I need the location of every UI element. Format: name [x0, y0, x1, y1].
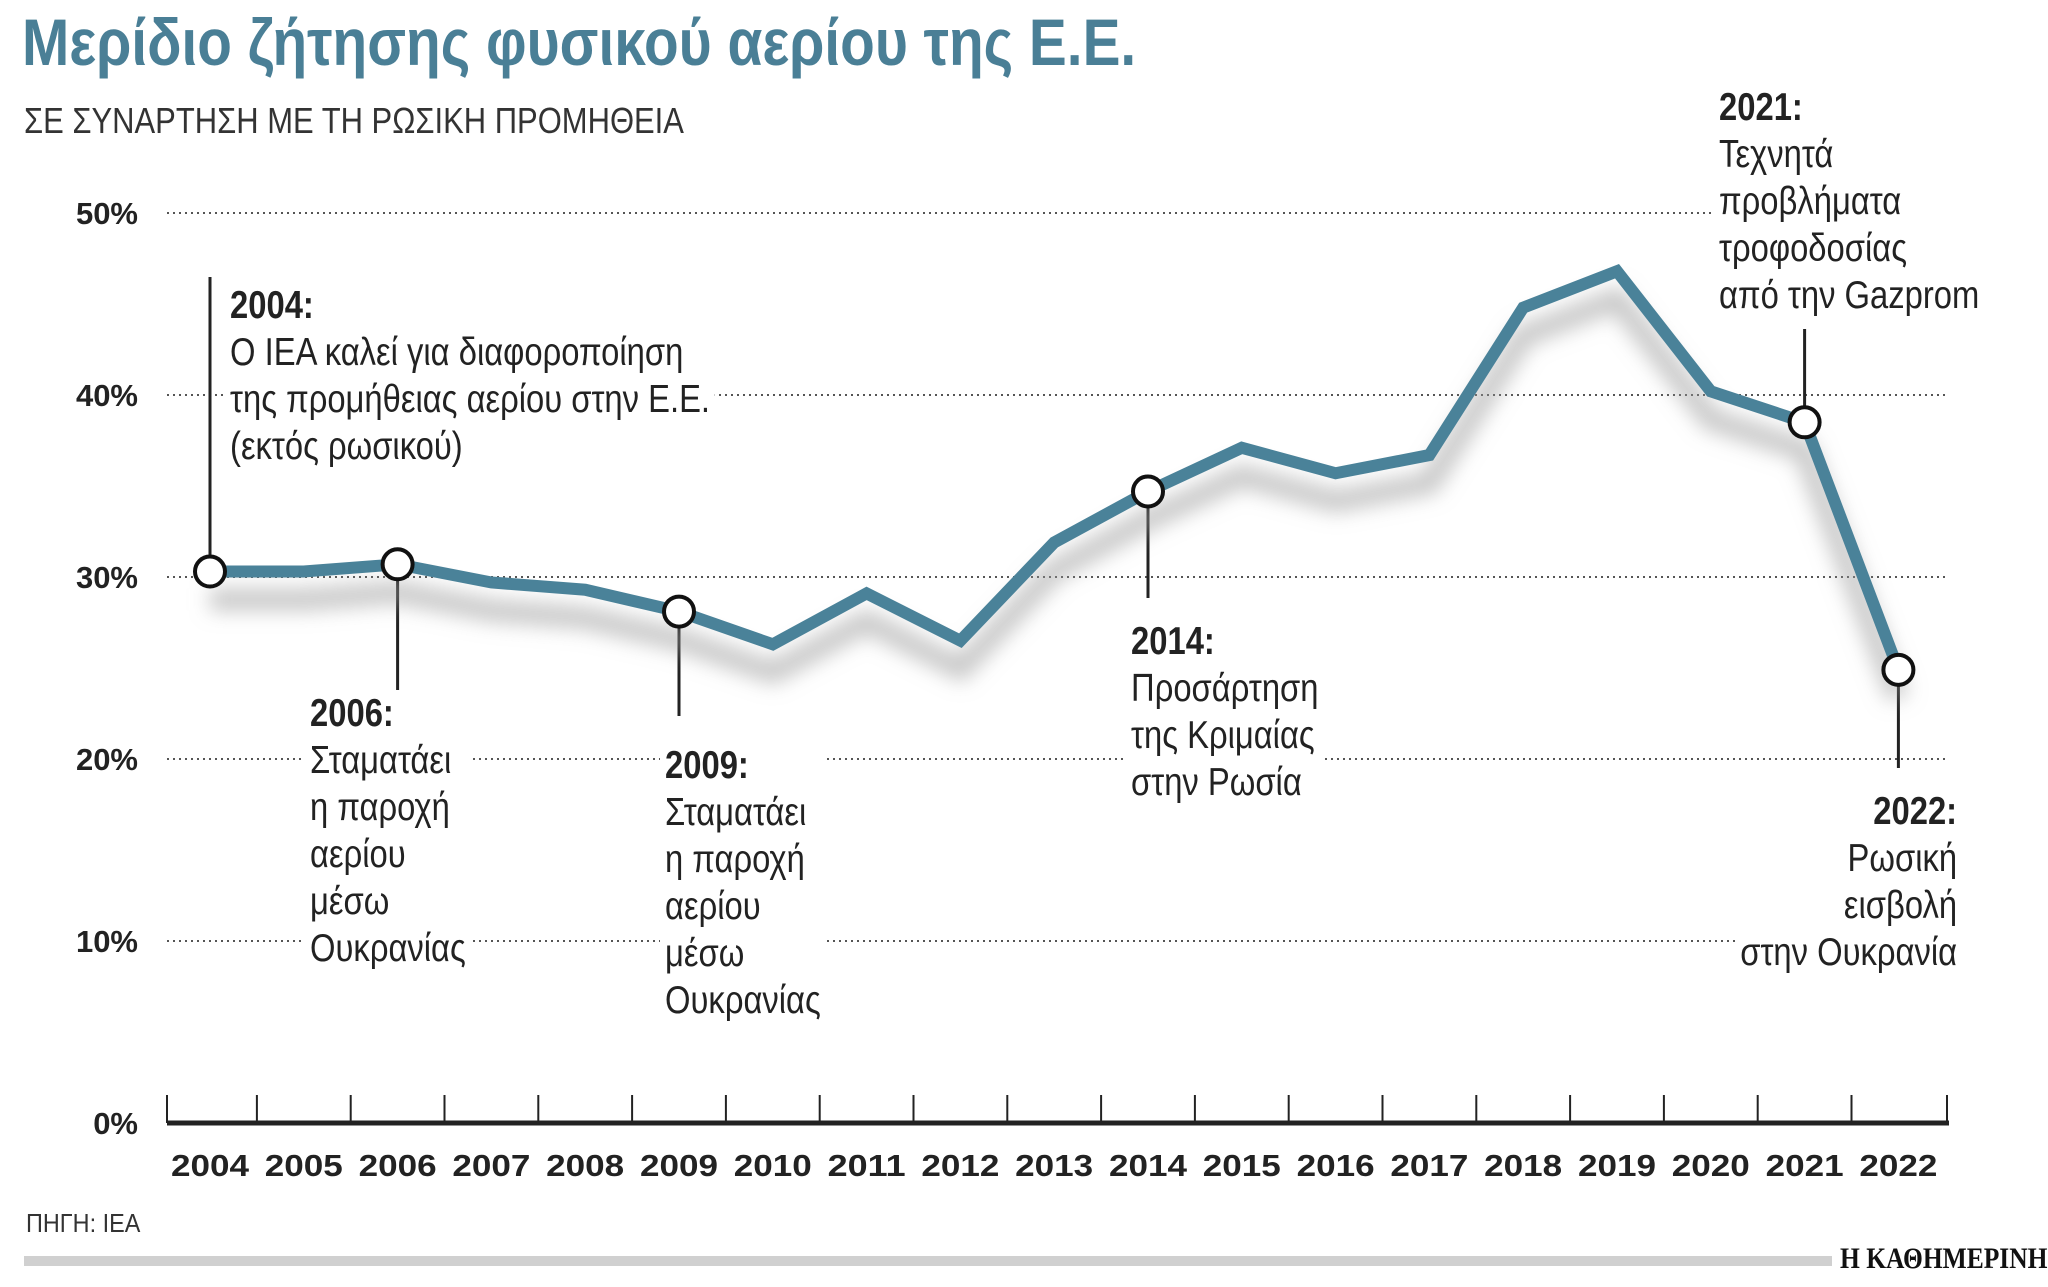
- x-tick-label: 2010: [734, 1148, 812, 1183]
- x-tick-label: 2016: [1297, 1148, 1375, 1183]
- annotation-year: 2022:: [1873, 790, 1957, 833]
- x-tick-label: 2009: [640, 1148, 718, 1183]
- annotation-line: (εκτός ρωσικού): [230, 425, 463, 468]
- x-tick-label: 2004: [171, 1148, 250, 1183]
- y-tick-label: 20%: [76, 742, 138, 777]
- data-point-marker: [1131, 474, 1165, 509]
- annotation-line: Τεχνητά: [1719, 133, 1834, 176]
- x-tick-label: 2020: [1672, 1148, 1750, 1183]
- annotation-line: προβλήματα: [1719, 180, 1902, 223]
- data-point-marker: [662, 594, 696, 629]
- annotation-2004: 2004: Ο IEA καλεί για διαφοροποίηση της …: [225, 282, 716, 470]
- annotation-line: εισβολή: [1843, 884, 1957, 927]
- annotation-2021: 2021: Τεχνητά προβλήματα τροφοδοσίας από…: [1714, 84, 1985, 319]
- x-tick-label: 2006: [359, 1148, 437, 1183]
- x-tick-label: 2021: [1766, 1148, 1844, 1183]
- x-tick-label: 2022: [1859, 1148, 1937, 1183]
- annotation-year: 2021:: [1719, 86, 1803, 129]
- x-tick-label: 2007: [452, 1148, 530, 1183]
- x-tick-label: 2017: [1390, 1148, 1468, 1183]
- annotation-2022: 2022: Ρωσική εισβολή στην Ουκρανία: [1735, 788, 1962, 976]
- annotation-line: μέσω: [310, 880, 390, 923]
- annotation-line: στην Ρωσία: [1131, 761, 1302, 804]
- data-point-marker: [193, 554, 227, 589]
- annotation-line: αερίου: [665, 885, 761, 928]
- y-tick-label: 30%: [76, 560, 138, 595]
- annotation-2006: 2006: Σταματάει η παροχή αερίου μέσω Ουκ…: [305, 690, 471, 972]
- annotation-line: της Κριμαίας: [1131, 714, 1315, 757]
- annotation-line: Ρωσική: [1847, 837, 1957, 880]
- annotation-year: 2014:: [1131, 620, 1215, 663]
- data-line: [210, 264, 1905, 672]
- x-tick-label: 2018: [1484, 1148, 1562, 1183]
- source-note: ΠΗΓΗ: IEA: [26, 1208, 141, 1238]
- chart-subtitle: ΣΕ ΣΥΝΑΡΤΗΣΗ ΜΕ ΤΗ ΡΩΣΙΚΗ ΠΡΟΜΗΘΕΙΑ: [24, 100, 684, 141]
- annotation-year: 2009:: [665, 744, 749, 787]
- annotation-line: Ουκρανίας: [665, 979, 821, 1022]
- chart-title: Μερίδιο ζήτησης φυσικού αερίου της Ε.Ε.: [22, 5, 1137, 79]
- line-shadow: [210, 286, 1909, 702]
- x-tick-label: 2012: [921, 1148, 999, 1183]
- annotation-line: Σταματάει: [310, 739, 452, 782]
- x-tick-label: 2011: [828, 1148, 906, 1183]
- annotation-2009: 2009: Σταματάει η παροχή αερίου μέσω Ουκ…: [660, 742, 826, 1024]
- annotation-line: Προσάρτηση: [1131, 667, 1319, 710]
- x-tick-label: 2019: [1578, 1148, 1656, 1183]
- data-point-marker: [1881, 652, 1916, 687]
- x-tick-label: 2008: [546, 1148, 624, 1183]
- publisher-logo: Η ΚΑΘΗΜΕΡΙΝΗ: [1840, 1242, 2048, 1275]
- annotation-line: η παροχή: [310, 786, 450, 829]
- annotation-line: τροφοδοσίας: [1719, 227, 1907, 270]
- annotation-year: 2004:: [230, 284, 314, 327]
- x-tick-label: 2015: [1203, 1148, 1281, 1183]
- y-tick-label: 10%: [76, 924, 138, 959]
- annotation-line: Ο IEA καλεί για διαφοροποίηση: [230, 331, 684, 374]
- annotation-line: Ουκρανίας: [310, 927, 466, 970]
- annotation-line: αερίου: [310, 833, 406, 876]
- annotation-2014: 2014: Προσάρτηση της Κριμαίας στην Ρωσία: [1126, 618, 1324, 806]
- annotation-line: από την Gazprom: [1719, 274, 1980, 317]
- data-point-marker: [380, 547, 415, 582]
- annotation-year: 2006:: [310, 692, 394, 735]
- x-tick-label: 2005: [265, 1148, 343, 1183]
- x-tick-label: 2014: [1109, 1148, 1188, 1183]
- annotation-line: της προμήθειας αερίου στην Ε.Ε.: [230, 378, 711, 421]
- footer-bar: [24, 1256, 1832, 1266]
- data-point-marker: [1787, 405, 1822, 440]
- annotation-line: μέσω: [665, 932, 745, 975]
- annotation-line: στην Ουκρανία: [1740, 931, 1957, 974]
- y-tick-label: 50%: [76, 196, 138, 231]
- annotation-line: η παροχή: [665, 838, 805, 881]
- y-tick-label: 40%: [76, 378, 138, 413]
- x-tick-label: 2013: [1015, 1148, 1093, 1183]
- annotation-line: Σταματάει: [665, 791, 807, 834]
- y-tick-label: 0%: [93, 1106, 138, 1141]
